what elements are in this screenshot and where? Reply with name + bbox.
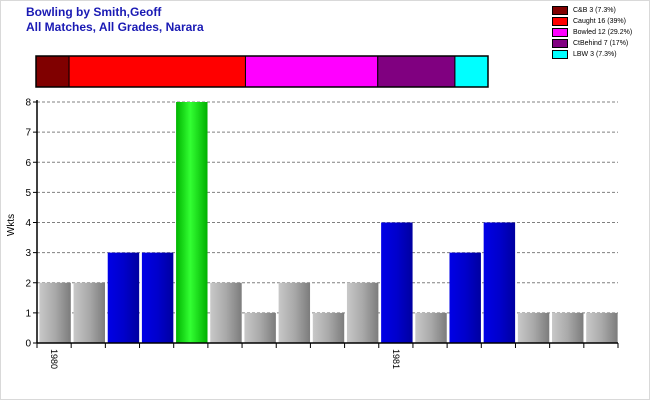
bar [279,283,310,343]
y-tick-label: 4 [25,218,31,229]
bar [74,283,105,343]
x-tick-labels: 1980 1981 [49,349,401,369]
bar [415,313,446,343]
bar [108,253,139,343]
bar [39,283,70,343]
dismissal-segment [69,56,245,87]
y-tick-label: 3 [25,248,31,259]
dismissal-segment [36,56,69,87]
bar [313,313,344,343]
dismissal-stack-bar [36,56,488,87]
y-tick-label: 5 [25,188,31,199]
y-tick-label: 0 [25,339,31,350]
bar [142,253,173,343]
bar [449,253,480,343]
dismissal-segment [378,56,455,87]
bar [176,102,207,343]
dismissal-segment [455,56,488,87]
y-tick-labels: 0 1 2 3 4 5 6 7 8 [25,98,31,350]
bar [586,313,617,343]
y-tick-label: 1 [25,308,31,319]
dismissal-segment [245,56,377,87]
bar [381,223,412,344]
y-tick-label: 7 [25,128,31,139]
y-axis-label: Wkts [6,214,17,236]
bar [244,313,275,343]
y-tick-label: 8 [25,98,31,109]
bar [347,283,378,343]
bar [210,283,241,343]
y-tick-label: 6 [25,158,31,169]
x-tick-label: 1980 [49,349,59,369]
y-tick-label: 2 [25,278,31,289]
bar [484,223,515,344]
bar [518,313,549,343]
x-tick-label: 1981 [391,349,401,369]
bar [552,313,583,343]
